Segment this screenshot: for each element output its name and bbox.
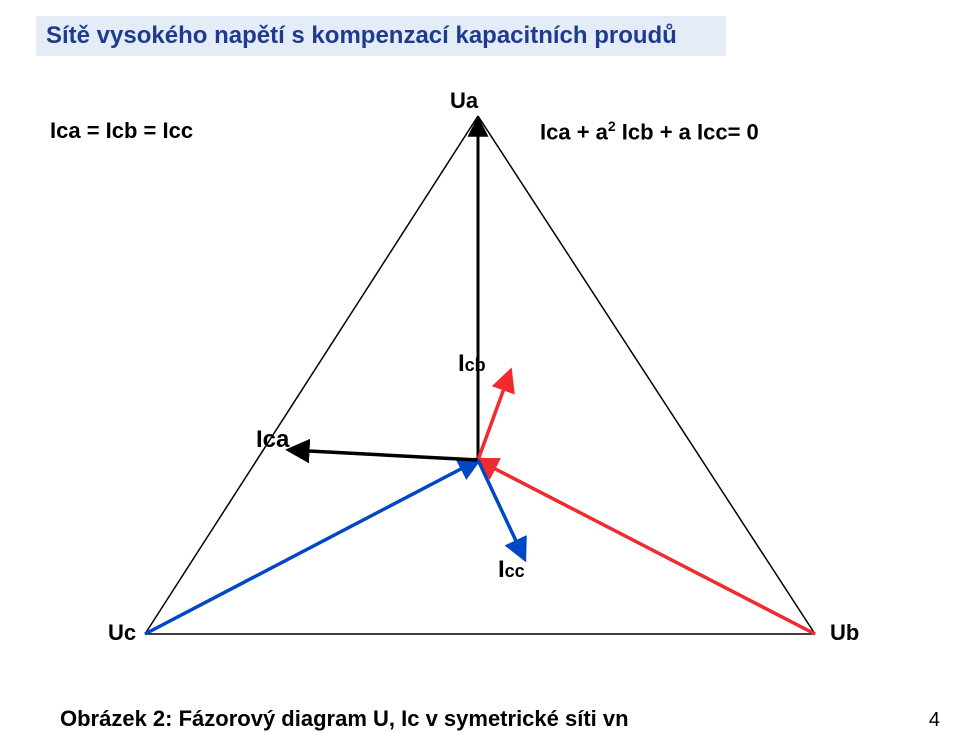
label-uc: Uc <box>108 620 136 646</box>
label-icb: Icb <box>458 350 486 378</box>
label-ub: Ub <box>830 620 859 646</box>
label-icc: Icc <box>498 556 525 584</box>
figure-caption: Obrázek 2: Fázorový diagram U, Ic v syme… <box>60 706 629 732</box>
page-number: 4 <box>929 709 940 732</box>
label-ua: Ua <box>450 88 478 114</box>
label-ica: Ica <box>256 426 289 454</box>
